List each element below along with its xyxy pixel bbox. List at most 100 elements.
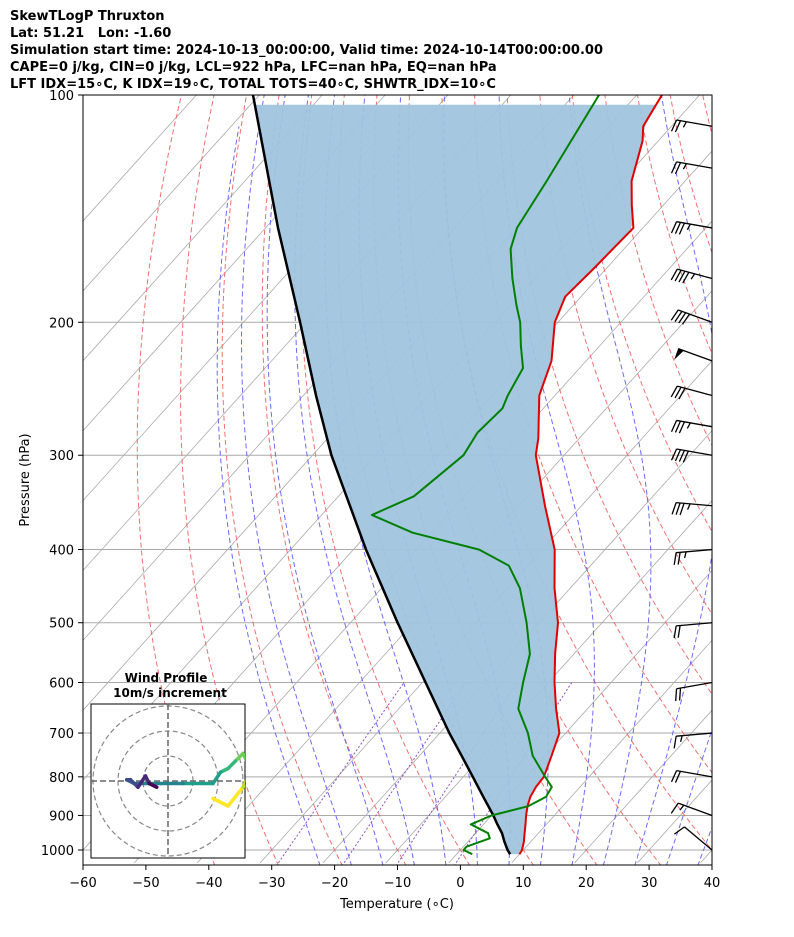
dry-adiabat — [669, 95, 712, 255]
wind-barb-full — [670, 309, 679, 321]
wind-barb-full — [677, 552, 681, 565]
wind-barb-half — [690, 273, 696, 280]
isotherm — [700, 849, 712, 864]
wind-barb-staff — [676, 221, 713, 229]
temperature-line — [518, 95, 663, 855]
isotherm — [322, 430, 712, 864]
axis-ticks: −60 −50 −40 −30 −20 −10 0 10 20 30 40 1000 900 800 700… — [41, 89, 720, 891]
wind-barb-full — [675, 688, 678, 702]
x-tick-label: −30 — [258, 876, 285, 891]
wind-barb — [670, 385, 713, 400]
parcel-profile-line — [251, 95, 512, 855]
moist-adiabat — [568, 95, 652, 865]
wind-barb-staff — [677, 268, 713, 280]
wind-barb-full — [674, 386, 682, 399]
wind-barb-full — [670, 802, 679, 814]
dry-adiabat — [506, 95, 712, 696]
dry-adiabat — [637, 95, 712, 355]
wind-barb — [670, 119, 713, 133]
y-tick-label: 200 — [49, 316, 74, 331]
wind-barb-half — [683, 551, 687, 559]
x-tick-label: 0 — [456, 876, 464, 891]
wind-barb-full — [674, 310, 683, 322]
isotherm — [83, 95, 323, 362]
wind-barb-full — [678, 450, 686, 462]
profile-curves — [251, 95, 663, 856]
wind-barb-full — [678, 312, 687, 324]
wind-barb-full — [674, 771, 682, 783]
index-line: LFT IDX=15∘C, K IDX=19∘C, TOTAL TOTS=40∘… — [10, 77, 496, 92]
dry-adiabat — [221, 95, 343, 865]
isotherm — [259, 360, 712, 864]
wind-barb-staff — [676, 448, 713, 456]
wind-barb-full — [673, 736, 677, 749]
y-tick-label: 600 — [49, 677, 74, 692]
wind-barb-full — [681, 313, 690, 325]
x-tick-label: −40 — [195, 876, 222, 891]
moist-adiabat — [665, 727, 712, 865]
wind-barb-full — [678, 270, 686, 283]
y-tick-label: 300 — [49, 449, 74, 464]
wind-barb-staff — [676, 501, 713, 507]
moist-adiabat — [294, 95, 415, 865]
wind-barb-full — [673, 625, 677, 639]
wind-barb — [670, 802, 713, 817]
wind-barb-full — [670, 221, 678, 234]
wind-barb-full — [674, 120, 682, 133]
x-tick-label: −10 — [384, 876, 411, 891]
wind-barb-full — [670, 268, 678, 281]
dry-adiabat — [441, 95, 712, 851]
wind-barb-full — [673, 552, 677, 566]
wind-barbs — [670, 119, 713, 851]
wind-barb-staff — [676, 161, 713, 169]
moist-adiabat — [241, 95, 352, 865]
hodograph-subtitle: 10m/s increment — [113, 686, 227, 700]
wind-barb — [671, 501, 713, 516]
wind-barb-full — [678, 222, 686, 235]
y-tick-label: 1000 — [41, 844, 74, 859]
wind-barb-full — [674, 449, 682, 462]
wind-barb-full — [678, 421, 686, 434]
wind-barb-full — [674, 269, 682, 282]
location-line: Lat: 51.21 Lon: -1.60 — [10, 26, 172, 41]
y-tick-label: 800 — [49, 771, 74, 786]
wind-barb-half — [680, 735, 683, 742]
wind-barb-half — [682, 163, 687, 170]
wind-barb-full — [670, 448, 678, 461]
isotherm — [637, 779, 712, 864]
wind-barb-staff — [677, 385, 713, 397]
wind-barb-full — [678, 688, 682, 701]
dry-adiabat — [300, 95, 471, 865]
wind-barb-full — [674, 420, 682, 433]
x-tick-label: 30 — [641, 876, 658, 891]
wind-barb-full — [671, 502, 677, 515]
moist-adiabat — [498, 95, 595, 865]
wind-barb-full — [670, 420, 678, 433]
wind-barb-staff — [676, 419, 713, 428]
wind-barb — [675, 681, 713, 702]
wind-barb-full — [678, 387, 686, 400]
mixing-ratio-line — [341, 682, 467, 865]
wind-barb-full — [674, 826, 685, 835]
hodograph-segment — [147, 781, 159, 789]
isotherm — [83, 95, 260, 292]
wind-barb — [670, 221, 713, 235]
hodograph-segment — [226, 785, 245, 808]
wind-barb-half — [686, 422, 691, 429]
wind-barb — [673, 732, 713, 749]
x-tick-label: 40 — [704, 876, 721, 891]
cape-cin-shading — [254, 104, 657, 855]
wind-barb-full — [670, 119, 678, 132]
wind-barb — [674, 826, 713, 851]
wind-barb-full — [674, 222, 682, 234]
hodograph-inset: Wind Profile 10m/s increment — [90, 671, 246, 859]
wind-barb-full — [670, 385, 678, 398]
hodograph-title: Wind Profile — [125, 671, 208, 685]
wind-barb-staff — [676, 681, 713, 690]
mixing-ratio-line — [276, 682, 405, 865]
isotherm — [511, 639, 712, 864]
hodograph-segment — [226, 759, 238, 771]
y-tick-label: 700 — [49, 727, 74, 742]
wind-barb — [670, 448, 713, 463]
